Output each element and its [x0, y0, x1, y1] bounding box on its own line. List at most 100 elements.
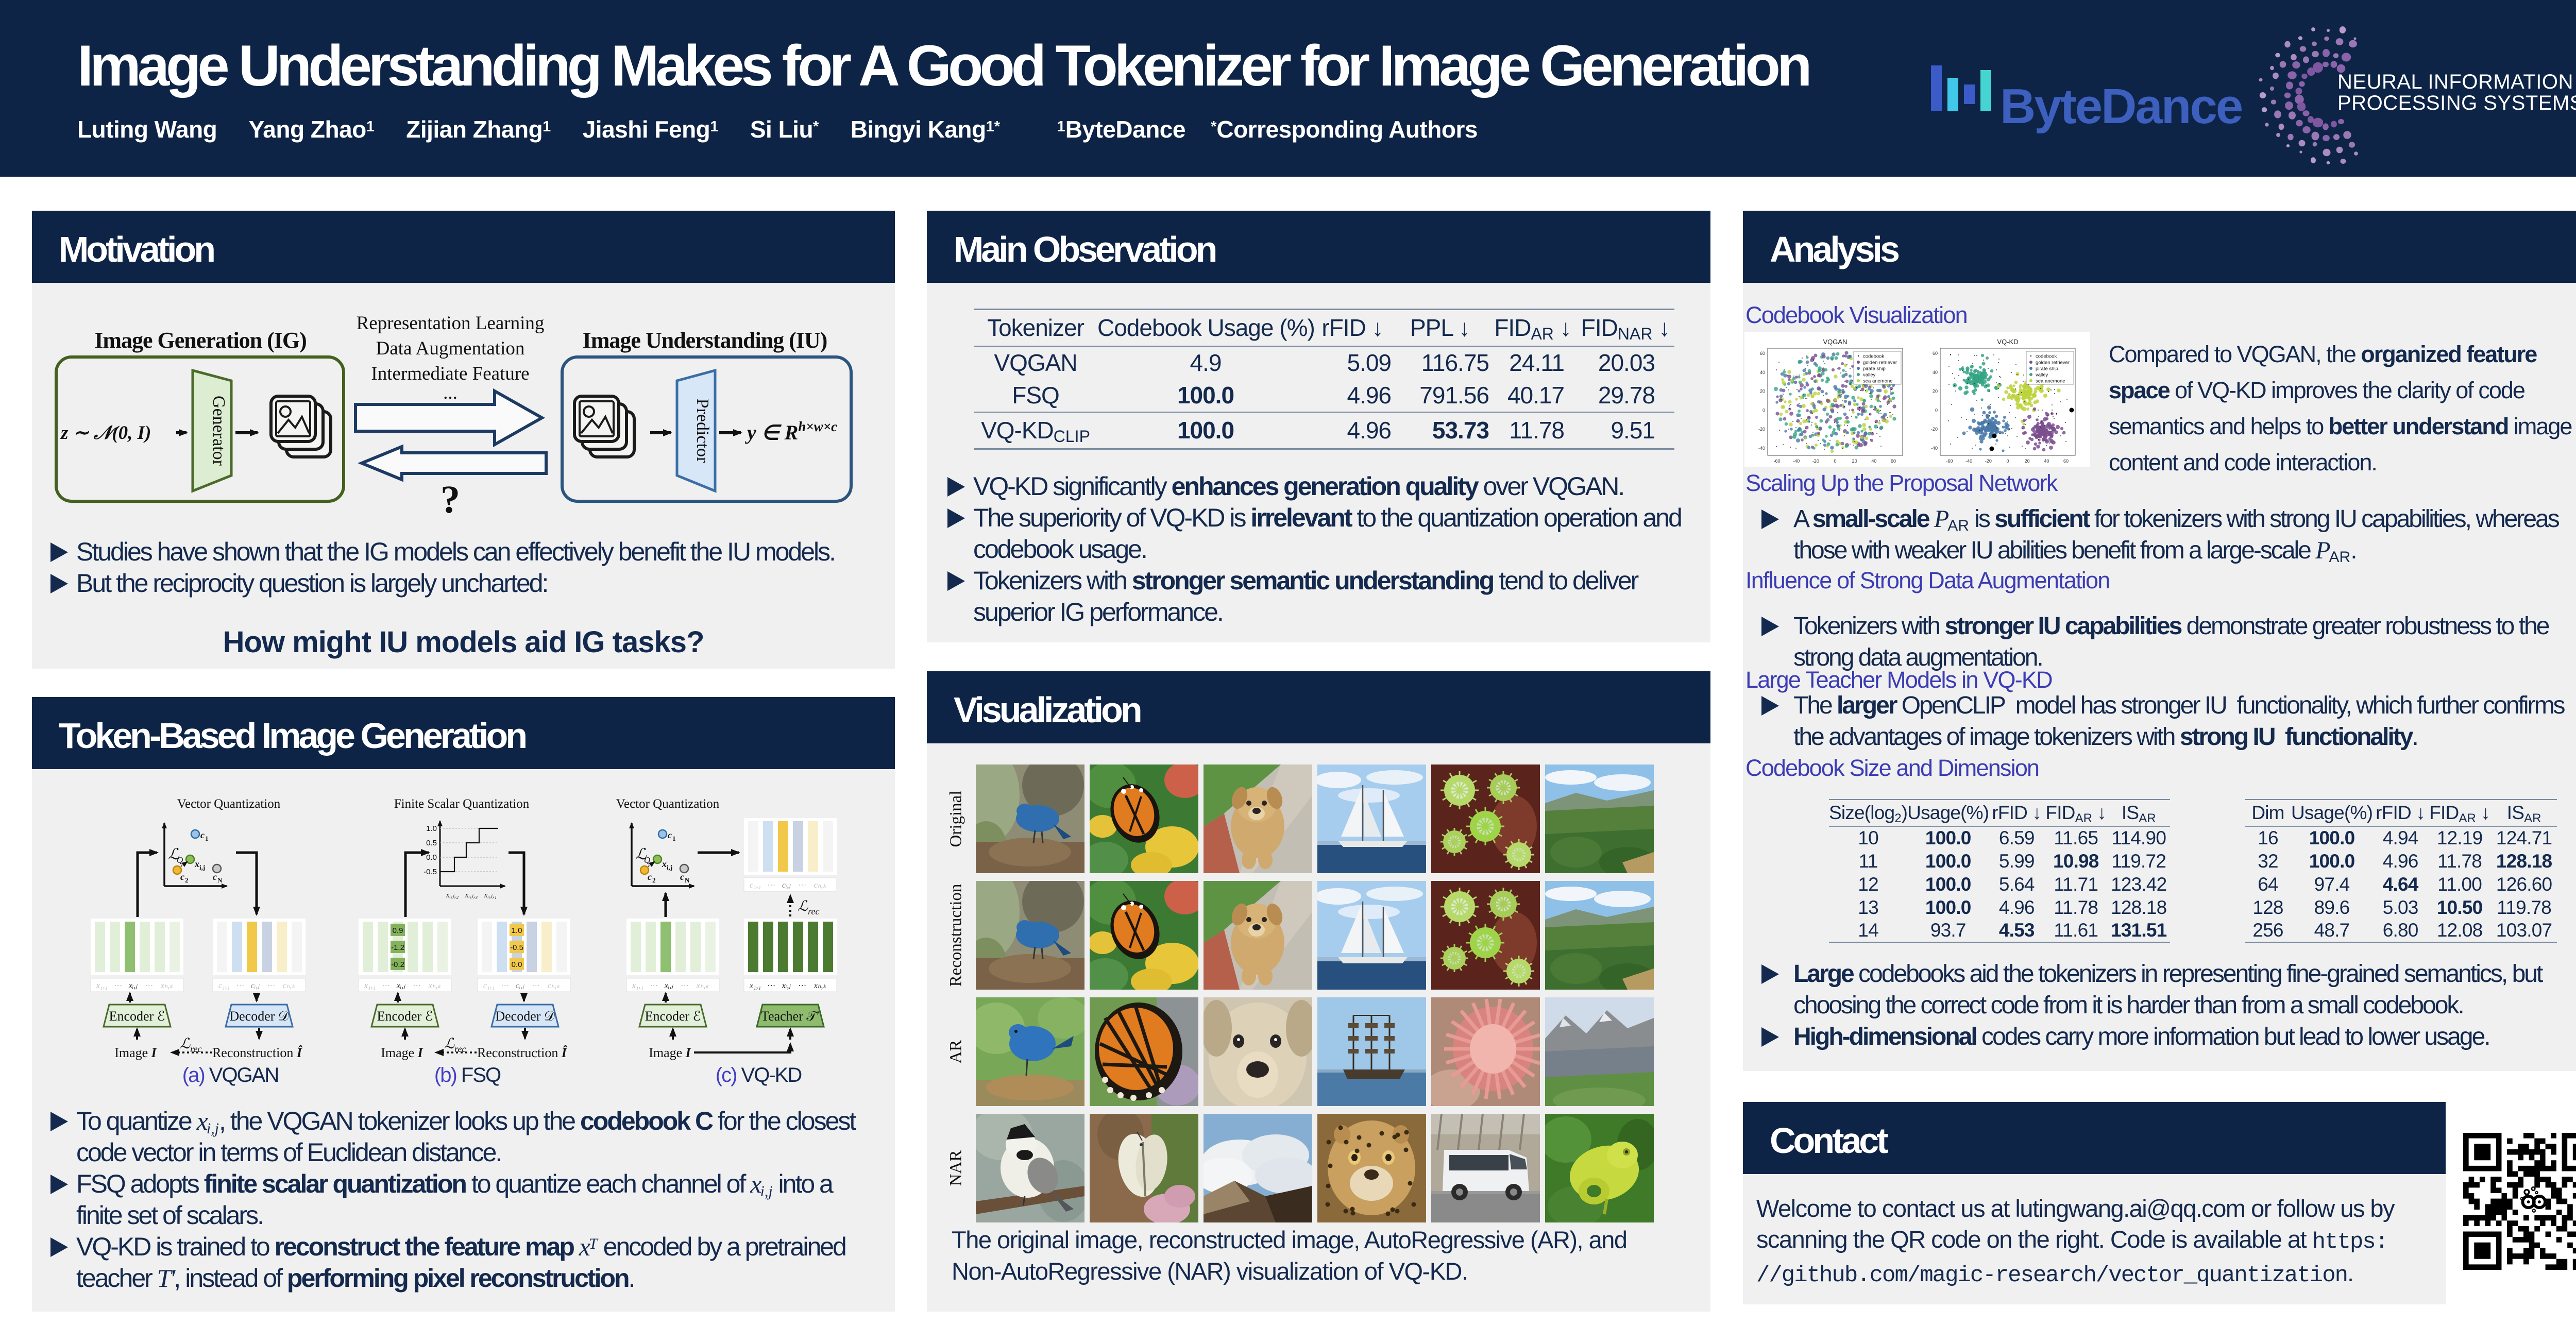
- svg-text:-40: -40: [1793, 458, 1800, 464]
- svg-text:xᵢ,ⱼ: xᵢ,ⱼ: [396, 981, 406, 990]
- svg-text:-20: -20: [1985, 458, 1992, 464]
- svg-text:x: x: [662, 859, 667, 869]
- svg-text:Vector Quantization: Vector Quantization: [177, 797, 281, 811]
- svg-text:⋯: ⋯: [266, 981, 275, 990]
- svg-text:sea anemone: sea anemone: [2036, 379, 2065, 384]
- svg-text:⋯: ⋯: [798, 981, 806, 990]
- svg-text:-60: -60: [1946, 458, 1953, 464]
- svg-text:c₁,₁: c₁,₁: [218, 981, 230, 990]
- svg-text:(c) VQ-KD: (c) VQ-KD: [716, 1064, 802, 1086]
- svg-text:cₕ,ₖ: cₕ,ₖ: [814, 881, 827, 890]
- svg-text:1: 1: [672, 835, 676, 842]
- svg-text:40: 40: [1760, 370, 1765, 375]
- svg-text:Vector Quantization: Vector Quantization: [616, 797, 720, 811]
- svg-text:-20: -20: [1812, 458, 1819, 464]
- svg-text:xᵢ,ⱼ: xᵢ,ⱼ: [782, 981, 791, 990]
- svg-text:⋯: ⋯: [531, 981, 539, 990]
- svg-text:i,j: i,j: [199, 863, 205, 871]
- svg-text:x₁,₁: x₁,₁: [364, 981, 376, 990]
- svg-text:⋯: ⋯: [412, 981, 420, 990]
- svg-text:ℒrec: ℒrec: [798, 898, 820, 916]
- svg-text:z ∼ 𝒩(0, I): z ∼ 𝒩(0, I): [60, 422, 151, 444]
- svg-text:0.5: 0.5: [426, 839, 437, 847]
- svg-text:-40: -40: [1758, 446, 1765, 451]
- svg-text:cᵢ,ⱼ: cᵢ,ⱼ: [782, 881, 791, 890]
- svg-text:N: N: [217, 876, 223, 884]
- svg-text:xₕ,ₖ: xₕ,ₖ: [696, 981, 709, 990]
- svg-text:x₁,₁: x₁,₁: [96, 981, 108, 990]
- svg-text:xₕ,ₖ: xₕ,ₖ: [428, 981, 442, 990]
- svg-text:i,j: i,j: [667, 863, 672, 871]
- svg-text:ℒ: ℒ: [168, 846, 180, 863]
- svg-text:codebook: codebook: [2036, 354, 2057, 360]
- svg-text:-0.5: -0.5: [510, 943, 523, 952]
- svg-text:Generator: Generator: [209, 396, 228, 466]
- svg-text:y ∈ Rh×w×c: y ∈ Rh×w×c: [745, 419, 837, 444]
- svg-text:x: x: [194, 859, 199, 869]
- svg-text:codebook: codebook: [1863, 354, 1884, 360]
- svg-text:...: ...: [443, 382, 457, 403]
- svg-text:1.0: 1.0: [512, 926, 522, 935]
- svg-text:0: 0: [1935, 407, 1938, 413]
- svg-text:Predictor: Predictor: [693, 399, 712, 463]
- svg-text:c: c: [180, 872, 184, 882]
- svg-text:ℒrec: ℒrec: [444, 1036, 466, 1054]
- svg-text:pirate ship: pirate ship: [1863, 366, 1886, 372]
- svg-text:Q: Q: [177, 855, 183, 865]
- svg-text:c₁,₁: c₁,₁: [750, 881, 761, 890]
- svg-text:⋯: ⋯: [767, 881, 775, 890]
- svg-text:60: 60: [1891, 458, 1896, 464]
- svg-text:Encoder ℰ: Encoder ℰ: [645, 1009, 701, 1024]
- svg-text:⋯: ⋯: [798, 881, 806, 890]
- svg-text:NEURAL INFORMATION: NEURAL INFORMATION: [2337, 71, 2573, 93]
- svg-text:xᵢ,ⱼ,₃: xᵢ,ⱼ,₃: [465, 891, 478, 899]
- svg-text:xₕ,ₖ: xₕ,ₖ: [160, 981, 174, 990]
- svg-text:0.0: 0.0: [512, 960, 522, 969]
- svg-text:⋯: ⋯: [113, 981, 122, 990]
- svg-text:x₁,₁: x₁,₁: [632, 981, 643, 990]
- svg-text:PROCESSING SYSTEMS: PROCESSING SYSTEMS: [2337, 92, 2576, 114]
- svg-text:golden retriever: golden retriever: [1863, 360, 1897, 366]
- svg-text:xᵢ,ⱼ: xᵢ,ⱼ: [128, 981, 138, 990]
- svg-text:Decoder 𝒟: Decoder 𝒟: [495, 1009, 555, 1024]
- svg-text:Intermediate Feature: Intermediate Feature: [371, 363, 529, 384]
- svg-text:Decoder 𝒟: Decoder 𝒟: [229, 1009, 289, 1024]
- svg-text:0: 0: [1834, 458, 1836, 464]
- svg-text:⋯: ⋯: [381, 981, 389, 990]
- svg-text:xᵢ,ⱼ,₂: xᵢ,ⱼ,₂: [446, 891, 459, 899]
- svg-text:c: c: [200, 830, 205, 840]
- svg-text:xᵢ,ⱼ,₁: xᵢ,ⱼ,₁: [484, 891, 497, 899]
- svg-text:xₕ,ₖ: xₕ,ₖ: [814, 981, 827, 990]
- svg-text:Representation Learning: Representation Learning: [357, 313, 545, 334]
- svg-text:(b) FSQ: (b) FSQ: [434, 1064, 501, 1086]
- svg-text:-40: -40: [1931, 446, 1938, 451]
- svg-text:-20: -20: [1931, 427, 1938, 432]
- svg-text:40: 40: [1933, 370, 1938, 375]
- svg-text:cᵢ,ⱼ: cᵢ,ⱼ: [516, 981, 525, 990]
- svg-text:-0.5: -0.5: [423, 868, 437, 876]
- svg-text:-20: -20: [1758, 427, 1765, 432]
- svg-text:20: 20: [2025, 458, 2030, 464]
- svg-text:2: 2: [185, 876, 189, 884]
- svg-text:?: ?: [440, 478, 460, 521]
- svg-text:Reconstruction Î: Reconstruction Î: [212, 1045, 303, 1060]
- svg-text:ByteDance: ByteDance: [2000, 79, 2242, 134]
- svg-text:VQGAN: VQGAN: [1823, 338, 1848, 346]
- svg-text:N: N: [685, 876, 690, 884]
- svg-text:20: 20: [1760, 389, 1765, 394]
- svg-text:⋯: ⋯: [144, 981, 152, 990]
- svg-text:⋯: ⋯: [767, 981, 775, 990]
- svg-text:Encoder ℰ: Encoder ℰ: [377, 1009, 433, 1024]
- svg-text:cₕ,ₖ: cₕ,ₖ: [548, 981, 561, 990]
- svg-text:20: 20: [1933, 389, 1938, 394]
- svg-text:c: c: [680, 872, 684, 882]
- svg-text:Encoder ℰ: Encoder ℰ: [109, 1009, 165, 1024]
- svg-text:Image I: Image I: [381, 1045, 423, 1060]
- svg-text:60: 60: [1760, 351, 1765, 356]
- svg-text:cᵢ,ⱼ: cᵢ,ⱼ: [251, 981, 260, 990]
- svg-text:Reconstruction Î: Reconstruction Î: [477, 1045, 568, 1060]
- svg-text:Image I: Image I: [114, 1045, 157, 1060]
- svg-text:60: 60: [2063, 458, 2069, 464]
- svg-text:xᵢ,ⱼ: xᵢ,ⱼ: [664, 981, 674, 990]
- svg-text:⋯: ⋯: [500, 981, 509, 990]
